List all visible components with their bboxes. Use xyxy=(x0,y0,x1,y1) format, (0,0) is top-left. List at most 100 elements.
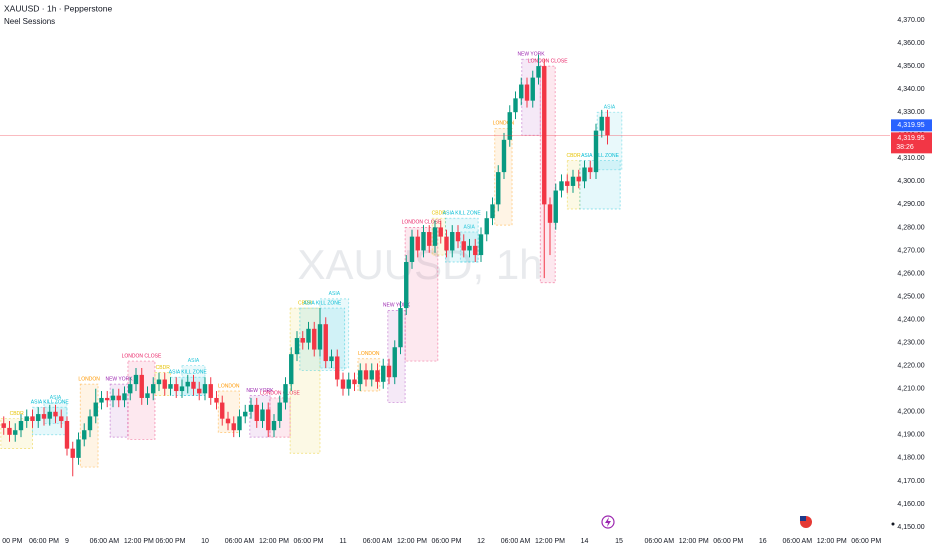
candle-body xyxy=(220,402,225,419)
candle-body xyxy=(404,261,409,309)
candle-body xyxy=(277,402,282,421)
candle-body xyxy=(363,370,369,380)
price-tag-bg xyxy=(891,132,932,154)
x-tick-label: 12 xyxy=(477,538,485,545)
candle-body xyxy=(312,328,317,350)
y-tick-label: 4,160.00 xyxy=(897,501,924,508)
x-tick-label: 06:00 PM xyxy=(713,538,743,545)
y-tick-label: 4,330.00 xyxy=(897,109,924,116)
x-tick-label: 12:00 PM xyxy=(679,538,709,545)
candle-body xyxy=(191,381,196,389)
candle-body xyxy=(519,84,524,99)
candle-body xyxy=(162,379,167,389)
watermark: XAUUSD, 1h xyxy=(297,241,542,288)
candle-body xyxy=(225,418,231,424)
candle-body xyxy=(542,66,547,205)
candle-body xyxy=(208,384,213,398)
x-tick-label: 06:00 PM xyxy=(851,538,881,545)
candle-body xyxy=(490,204,495,219)
candle-body xyxy=(565,181,570,186)
session-label: CBDR xyxy=(298,300,313,306)
candle-body xyxy=(294,338,300,355)
y-tick-label: 4,370.00 xyxy=(897,17,924,24)
candle-body xyxy=(484,218,489,235)
indicator-name: Neel Sessions xyxy=(4,17,55,26)
candle-body xyxy=(524,84,530,101)
candle-body xyxy=(455,232,461,242)
candle-body xyxy=(599,116,604,131)
x-tick-label: 12:00 PM xyxy=(535,538,565,545)
candle-body xyxy=(530,77,535,101)
x-tick-label: 06:00 PM xyxy=(432,538,462,545)
candle-body xyxy=(18,420,24,431)
session-label: LONDON CLOSE xyxy=(122,353,162,359)
candle-body xyxy=(1,423,6,428)
y-tick-label: 4,210.00 xyxy=(897,386,924,393)
x-tick-label: 06:00 PM xyxy=(294,538,324,545)
x-tick-label: 06:00 AM xyxy=(225,538,255,545)
candle-body xyxy=(582,167,587,182)
candle-body xyxy=(432,227,438,246)
candle-body xyxy=(7,427,12,435)
x-tick-label: 9 xyxy=(65,538,69,545)
y-tick-label: 4,200.00 xyxy=(897,409,924,416)
candle-body xyxy=(128,384,133,394)
candle-body xyxy=(496,172,501,205)
candle-body xyxy=(340,379,346,389)
candle-body xyxy=(168,384,173,389)
session-label: CBDR xyxy=(432,211,447,217)
candle-body xyxy=(70,448,75,458)
x-tick-label: 16 xyxy=(759,538,767,545)
x-tick-label: 06:00 AM xyxy=(501,538,531,545)
candle-body xyxy=(300,338,305,343)
session-label: NEW YORK xyxy=(105,376,133,382)
session-label: NEW YORK xyxy=(246,388,274,394)
candle-body xyxy=(427,232,432,246)
session-label: ASIA KILL ZONE xyxy=(303,300,342,306)
candle-body xyxy=(156,379,162,385)
candle-body xyxy=(507,112,512,140)
candle-body xyxy=(139,374,144,398)
session-label: ASIA xyxy=(464,224,476,230)
candle-body xyxy=(513,98,518,113)
candle-body xyxy=(450,232,455,251)
candle-body xyxy=(438,227,443,237)
y-tick-label: 4,310.00 xyxy=(897,155,924,162)
candle-body xyxy=(317,324,323,350)
candle-body xyxy=(93,402,98,417)
candle-body xyxy=(214,397,219,403)
candle-body xyxy=(392,347,397,378)
candle-body xyxy=(64,420,70,449)
candle-body xyxy=(36,414,41,421)
candle-body xyxy=(547,204,553,223)
candle-body xyxy=(82,430,87,440)
candle-body xyxy=(329,356,334,362)
x-tick-label: 15 xyxy=(615,538,623,545)
x-tick-label: 06:00 PM xyxy=(29,538,59,545)
price-tag: 4,319.95 xyxy=(897,122,924,129)
candle-body xyxy=(461,241,466,251)
candle-body xyxy=(197,388,202,394)
candle-body xyxy=(122,393,127,401)
candle-body xyxy=(576,176,581,182)
candle-body xyxy=(283,384,288,403)
candle-body xyxy=(47,411,52,419)
candle-body xyxy=(467,245,472,251)
y-tick-label: 4,290.00 xyxy=(897,201,924,208)
candle-body xyxy=(386,365,392,378)
candle-body xyxy=(105,397,110,401)
candle-body xyxy=(536,66,541,78)
candle-body xyxy=(358,370,363,385)
y-tick-label: 4,180.00 xyxy=(897,455,924,462)
candle-body xyxy=(133,374,139,385)
candle-body xyxy=(570,176,576,186)
session-label: LONDON xyxy=(358,351,380,357)
flag-icon xyxy=(800,516,812,528)
candle-body xyxy=(87,416,93,431)
candle-body xyxy=(202,384,208,394)
y-tick-label: 4,170.00 xyxy=(897,478,924,485)
session-label: LONDON CLOSE xyxy=(402,220,442,226)
candle-body xyxy=(381,365,386,382)
session-label: CBDR xyxy=(10,411,25,417)
